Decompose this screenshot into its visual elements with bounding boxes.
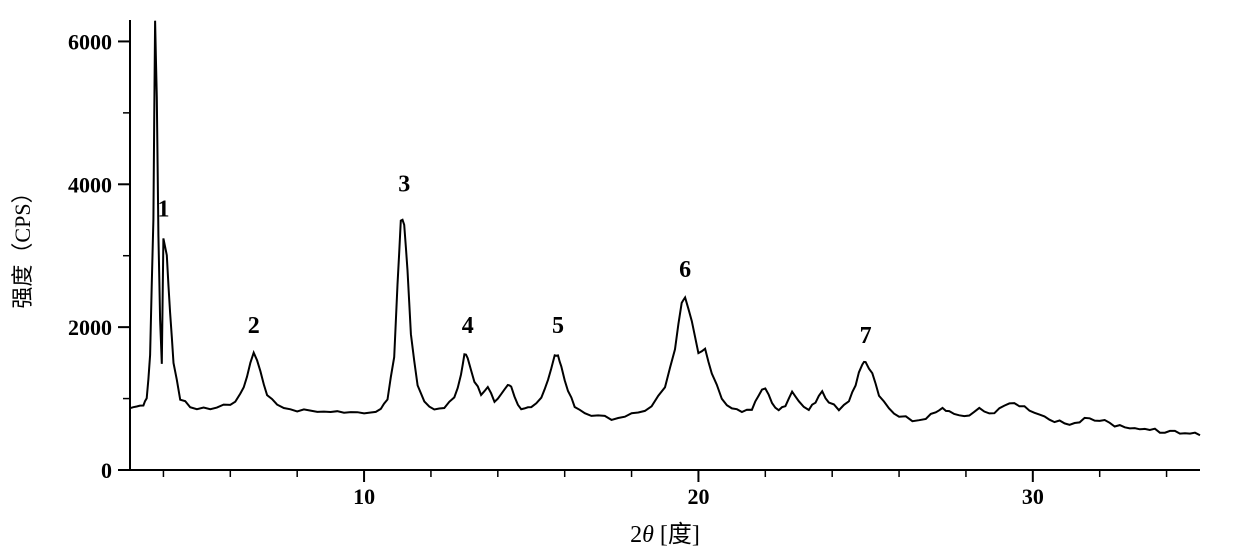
peak-label: 3 xyxy=(398,171,410,197)
x-tick-label: 20 xyxy=(687,484,709,509)
y-tick-label: 4000 xyxy=(68,172,112,197)
x-tick-label: 10 xyxy=(353,484,375,509)
chart-svg: 0 2000 4000 6000 10 20 30 强度（CPS） 2θ [度] 1 2 3 4 5 6 7 xyxy=(0,0,1240,556)
peak-label: 4 xyxy=(462,313,474,339)
peak-label: 6 xyxy=(679,257,691,283)
y-tick-label: 2000 xyxy=(68,315,112,340)
peak-label: 5 xyxy=(552,313,564,339)
peak-label: 1 xyxy=(157,196,169,222)
peak-label: 2 xyxy=(248,313,260,339)
x-axis-label: 2θ [度] xyxy=(630,521,700,548)
x-tick-label: 30 xyxy=(1022,484,1044,509)
xrd-data-line xyxy=(130,21,1200,436)
peak-label: 7 xyxy=(860,323,872,349)
y-tick-label: 0 xyxy=(101,458,112,483)
xrd-chart: 0 2000 4000 6000 10 20 30 强度（CPS） 2θ [度] 1 2 3 4 5 6 7 xyxy=(0,0,1240,556)
y-tick-label: 6000 xyxy=(68,29,112,54)
y-axis-label: 强度（CPS） xyxy=(10,181,35,308)
